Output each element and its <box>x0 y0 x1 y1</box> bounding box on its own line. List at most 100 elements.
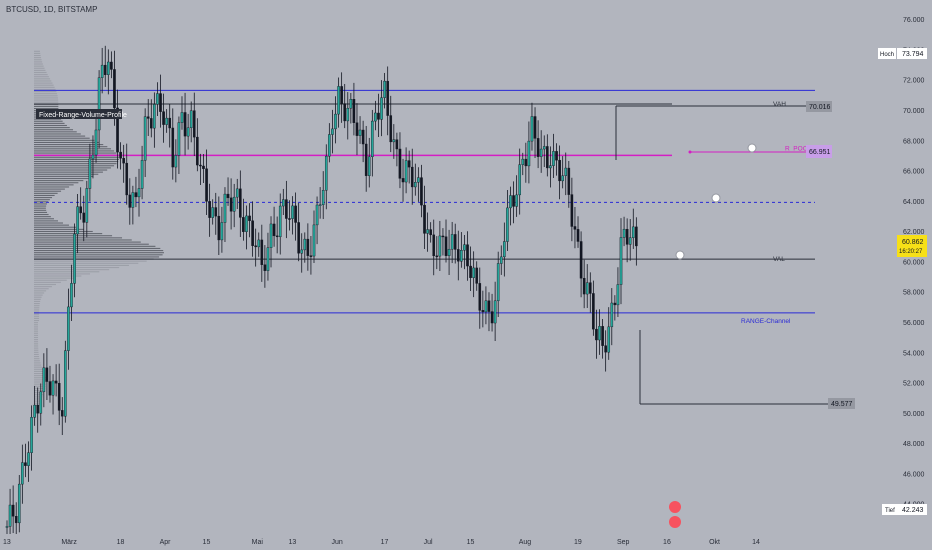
volume-profile-bar <box>34 220 58 222</box>
price-tick-label: 60.000 <box>903 259 925 266</box>
volume-profile-bar <box>34 252 164 254</box>
candle-body <box>552 151 555 166</box>
volume-profile-bar <box>34 95 58 97</box>
candle-body <box>214 207 218 217</box>
axis-badges: Hoch 73.794 60.862 16:20:27 Tief 42.243 <box>878 48 927 515</box>
candle-body <box>171 127 175 168</box>
candle-body <box>561 175 564 182</box>
candle-body <box>512 195 515 207</box>
volume-profile-bar <box>34 319 40 322</box>
candle-body <box>291 205 294 219</box>
volume-profile-bar <box>34 324 39 326</box>
clock-icon[interactable] <box>675 250 685 260</box>
price-axis[interactable]: 44.00046.00048.00050.00052.00054.00056.0… <box>895 0 932 534</box>
price-tick-label: 68.000 <box>903 138 925 145</box>
candle-body <box>196 136 199 166</box>
candle-body <box>85 188 89 223</box>
volume-profile-bar <box>34 158 120 160</box>
volume-profile-bar <box>34 139 95 141</box>
volume-profile-bar <box>34 260 147 262</box>
candle-body <box>407 160 411 168</box>
candle-body <box>260 239 264 265</box>
candle-body <box>17 483 21 524</box>
price-tick-label: 76.000 <box>903 17 925 24</box>
candle-body <box>429 229 432 236</box>
candle-body <box>631 226 635 238</box>
clock-icon[interactable] <box>711 193 721 203</box>
volume-profile-bar <box>34 245 156 247</box>
volume-profile-bar <box>34 133 81 135</box>
volume-profile-bar <box>34 93 58 95</box>
time-axis[interactable]: 13 März 18 Apr 15 Mai 13 Jun 17 Jul 15 Aug 19 Sep 16 Ok… <box>0 534 932 550</box>
volume-profile-bar <box>34 144 104 146</box>
annotations: Fixed-Range-Volume-Profile 70.016 66.951… <box>36 101 855 528</box>
volume-profile-bar <box>34 372 45 375</box>
candle-body <box>76 206 79 235</box>
volume-profile-bar <box>34 67 45 69</box>
candle-body <box>275 235 279 238</box>
poc-price-badge <box>806 145 832 158</box>
candle-body <box>352 99 356 123</box>
volume-profile-bar <box>34 360 40 362</box>
candle-body <box>48 381 52 396</box>
volume-profile-bar <box>34 209 47 211</box>
candle-body <box>137 188 141 198</box>
flag-icon[interactable] <box>669 516 681 528</box>
candle-body <box>475 267 479 284</box>
candle-body <box>340 86 343 104</box>
volume-profile-bar <box>34 298 41 300</box>
candle-body <box>33 404 36 418</box>
volume-profile-bar <box>34 160 119 163</box>
candle-body <box>79 206 82 214</box>
candle-body <box>266 247 270 271</box>
time-tick-label: März <box>61 539 77 546</box>
volume-profile-bar <box>34 364 42 366</box>
time-tick-label: Jun <box>331 539 342 546</box>
candle-body <box>107 61 110 75</box>
volume-profile-bar <box>34 241 141 243</box>
candle-body <box>576 229 580 242</box>
volume-profile-bar <box>34 392 44 394</box>
candle-body <box>57 382 61 411</box>
volume-profile-bar <box>34 332 39 334</box>
price-tick-label: 70.000 <box>903 108 925 115</box>
volume-profile-bar <box>34 167 111 169</box>
price-tick-label: 72.000 <box>903 78 925 85</box>
volume-profile-bar <box>34 283 56 286</box>
candle-body <box>309 255 313 257</box>
candle-body <box>183 112 187 137</box>
volume-profile-bar <box>34 271 100 273</box>
volume-profile-bar <box>34 141 99 144</box>
candle-body <box>404 160 408 183</box>
price-tick-label: 56.000 <box>903 320 925 327</box>
candle-body <box>555 151 558 161</box>
time-tick-label: Mai <box>252 539 264 546</box>
candle-body <box>251 220 254 246</box>
volume-profile-bar <box>34 264 129 266</box>
volume-profile-bar <box>34 65 44 67</box>
candle-body <box>463 244 466 251</box>
candle-body <box>414 182 417 188</box>
candle-body <box>248 215 251 221</box>
volume-profile-bar <box>34 165 115 167</box>
clock-icon[interactable] <box>747 143 757 153</box>
volume-profile-bar <box>34 57 42 59</box>
candle-body <box>67 306 70 351</box>
candle-body <box>506 207 509 242</box>
volume-profile-bar <box>34 368 43 370</box>
volume-profile-bar <box>34 78 51 80</box>
volume-profile-bar <box>34 137 90 139</box>
volume-profile-bar <box>34 180 84 182</box>
volume-profile-bar <box>34 311 40 313</box>
volume-profile-bar <box>34 163 117 165</box>
volume-profile-bar <box>34 326 39 328</box>
candle-body <box>441 235 445 238</box>
candle-body <box>349 99 353 109</box>
volume-profile-bar <box>34 379 46 381</box>
low-label: Tief <box>885 508 895 514</box>
event-icon[interactable] <box>669 501 681 513</box>
volume-profile-bar <box>34 146 108 148</box>
low-value: 42.243 <box>902 507 924 514</box>
